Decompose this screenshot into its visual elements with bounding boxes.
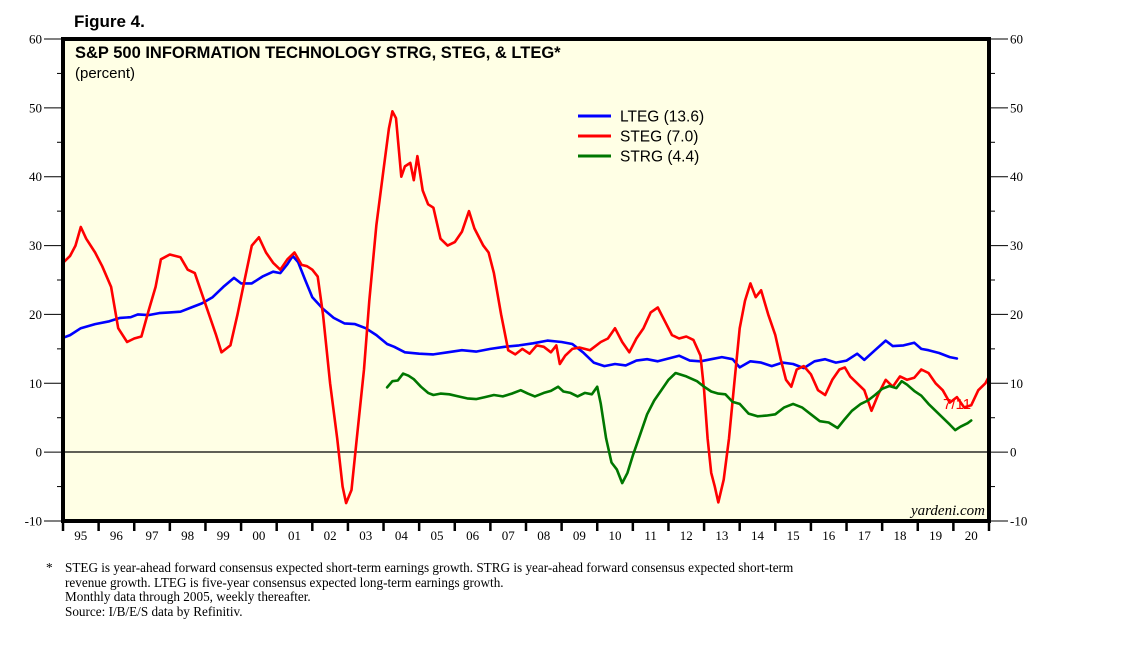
plot-area bbox=[63, 39, 989, 521]
y-tick-label-right: -10 bbox=[1010, 514, 1027, 529]
y-tick-label-right: 0 bbox=[1010, 445, 1017, 460]
x-tick-label: 95 bbox=[74, 528, 87, 543]
chart-title: S&P 500 INFORMATION TECHNOLOGY STRG, STE… bbox=[75, 44, 561, 62]
x-tick-label: 05 bbox=[430, 528, 443, 543]
x-tick-label: 06 bbox=[466, 528, 480, 543]
y-tick-label-right: 60 bbox=[1010, 32, 1023, 47]
y-tick-label-right: 40 bbox=[1010, 169, 1023, 184]
x-tick-label: 98 bbox=[181, 528, 194, 543]
x-tick-label: 20 bbox=[965, 528, 978, 543]
y-tick-label-left: 0 bbox=[36, 445, 43, 460]
y-tick-label-left: 50 bbox=[29, 100, 42, 115]
y-tick-label-left: 40 bbox=[29, 169, 42, 184]
x-tick-label: 16 bbox=[822, 528, 836, 543]
series-line-strg bbox=[385, 371, 973, 485]
footnote-line: Source: I/B/E/S data by Refinitiv. bbox=[65, 603, 243, 619]
x-tick-label: 13 bbox=[715, 528, 728, 543]
legend-label-steg: STEG (7.0) bbox=[620, 129, 698, 146]
y-tick-label-right: 10 bbox=[1010, 376, 1023, 391]
x-tick-label: 18 bbox=[893, 528, 906, 543]
footnote-line: revenue growth. LTEG is five-year consen… bbox=[65, 574, 504, 590]
x-tick-label: 15 bbox=[787, 528, 800, 543]
y-tick-label-right: 20 bbox=[1010, 307, 1023, 322]
footnote-line: Monthly data through 2005, weekly therea… bbox=[65, 589, 311, 604]
x-tick-label: 10 bbox=[609, 528, 622, 543]
x-tick-label: 11 bbox=[644, 528, 657, 543]
x-tick-label: 01 bbox=[288, 528, 301, 543]
x-tick-label: 07 bbox=[502, 528, 516, 543]
y-tick-label-left: -10 bbox=[25, 514, 42, 529]
x-tick-label: 17 bbox=[858, 528, 872, 543]
x-tick-label: 14 bbox=[751, 528, 765, 543]
x-tick-label: 02 bbox=[324, 528, 337, 543]
x-tick-label: 08 bbox=[537, 528, 550, 543]
y-axis-left: -10 0 10 20 30 40 50 60 bbox=[25, 32, 63, 529]
x-tick-label: 09 bbox=[573, 528, 586, 543]
series-line-lteg bbox=[61, 254, 959, 370]
x-tick-label: 19 bbox=[929, 528, 942, 543]
y-tick-label-right: 50 bbox=[1010, 100, 1023, 115]
figure-label: Figure 4. bbox=[74, 12, 145, 31]
plot-frame bbox=[61, 37, 991, 523]
footnote: * STEG is year-ahead forward consensus e… bbox=[46, 560, 946, 619]
x-tick-label: 97 bbox=[146, 528, 160, 543]
footnote-marker: * bbox=[46, 560, 53, 575]
series-layer bbox=[61, 110, 991, 505]
y-tick-label-left: 30 bbox=[29, 238, 42, 253]
x-axis: 95 96 97 98 99 00 01 02 03 04 05 06 07 08 09 10 11 12 13 14… bbox=[61, 521, 991, 543]
y-tick-label-left: 20 bbox=[29, 307, 42, 322]
series-line-steg bbox=[61, 110, 991, 505]
legend-label-strg: STRG (4.4) bbox=[620, 149, 699, 166]
y-tick-label-right: 30 bbox=[1010, 238, 1023, 253]
x-tick-label: 12 bbox=[680, 528, 693, 543]
y-axis-right: -10 0 10 20 30 40 50 60 bbox=[989, 32, 1027, 529]
steg-date-annotation: 7/11 bbox=[943, 396, 971, 413]
x-tick-label: 99 bbox=[217, 528, 230, 543]
legend: LTEG (13.6) STEG (7.0) STRG (4.4) bbox=[578, 109, 704, 166]
chart-subtitle: (percent) bbox=[75, 65, 135, 82]
legend-label-lteg: LTEG (13.6) bbox=[620, 109, 704, 126]
watermark: yardeni.com bbox=[909, 503, 985, 519]
footnote-line: STEG is year-ahead forward consensus exp… bbox=[65, 560, 794, 575]
x-tick-label: 04 bbox=[395, 528, 409, 543]
x-tick-label: 03 bbox=[359, 528, 372, 543]
x-tick-label: 00 bbox=[252, 528, 265, 543]
y-tick-label-left: 60 bbox=[29, 32, 42, 47]
y-tick-label-left: 10 bbox=[29, 376, 42, 391]
x-tick-label: 96 bbox=[110, 528, 124, 543]
